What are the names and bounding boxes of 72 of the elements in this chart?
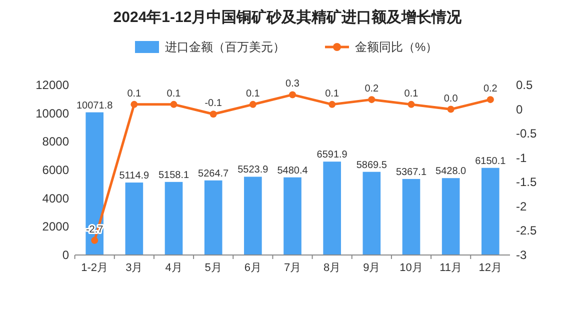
y2-tick-label: 0.5 [516,78,534,92]
point [408,100,415,108]
point [91,236,98,244]
bar [402,178,420,255]
x-tick-label: 8月 [324,262,341,274]
y2-tick-label: -1.5 [516,175,538,190]
point [210,110,217,118]
point [130,100,138,108]
data-label: 0.1 [166,88,182,100]
x-tick-label: 6月 [244,262,262,274]
data-label: 0.1 [404,88,419,100]
data-label: 0.1 [246,88,260,100]
point [368,96,376,104]
y2-tick-label: -0.5 [516,126,538,141]
y-tick-label: 6000 [42,163,70,177]
bar [204,180,222,255]
y-tick-label: 10000 [36,106,70,120]
data-label: 6150.1 [475,156,506,167]
point [447,106,454,113]
y-tick-label: 12000 [36,78,70,92]
y2-tick-label: -2.5 [516,224,538,238]
point [249,100,256,108]
bar [164,182,183,255]
data-label: 5264.7 [198,168,230,180]
y2-tick-label: -2 [516,199,527,214]
y-tick-label: 2000 [42,220,70,234]
bar [323,162,341,255]
data-label: 5869.5 [356,160,388,171]
data-label: 5523.9 [238,164,269,176]
bar [442,178,460,255]
x-tick-label: 7月 [284,262,302,274]
data-label: 0.1 [127,88,142,100]
y2-tick-label: -3 [516,248,527,262]
point [289,91,296,98]
chart-title: 2024年1-12月中国铜矿砂及其精矿进口额及增长情况 [113,8,463,26]
x-tick-label: 12月 [478,262,502,274]
data-label: 5158.1 [158,170,190,181]
data-label: 10071.8 [76,100,114,112]
x-tick-label: 1-2月 [81,262,108,274]
point [328,100,336,108]
x-tick-label: 3月 [126,262,143,274]
y-tick-label: 4000 [42,191,70,206]
y-tick-label: 0 [62,248,70,262]
data-label: 0.2 [364,84,380,95]
y-tick-label: 8000 [42,134,70,149]
point [170,100,178,108]
data-label: -0.1 [204,98,222,110]
x-tick-label: 10月 [400,262,423,274]
data-label: 5367.1 [396,166,427,178]
x-tick-label: 9月 [363,262,380,274]
bar [125,182,144,255]
bar [86,112,104,255]
data-label: 0.0 [444,93,458,104]
x-tick-label: 5月 [204,262,222,274]
data-label: 0.3 [286,78,300,90]
x-tick-label: 4月 [165,262,182,274]
data-label: 0.1 [325,88,340,100]
legend-label: 进口金额（百万美元） [165,40,285,54]
legend-label: 金额同比（%） [355,40,438,54]
bar [244,176,262,255]
data-label: 6591.9 [316,150,348,161]
data-label: 0.2 [483,84,498,95]
data-label: 5480.4 [277,165,308,176]
data-label: 5114.9 [119,170,150,182]
y2-tick-label: 0 [516,102,523,116]
bar [362,172,381,255]
y2-tick-label: -1 [516,150,527,165]
bar [284,177,302,255]
bar [482,168,500,255]
x-tick-label: 11月 [440,262,462,274]
point [486,96,494,104]
data-label: 5428.0 [436,166,467,178]
